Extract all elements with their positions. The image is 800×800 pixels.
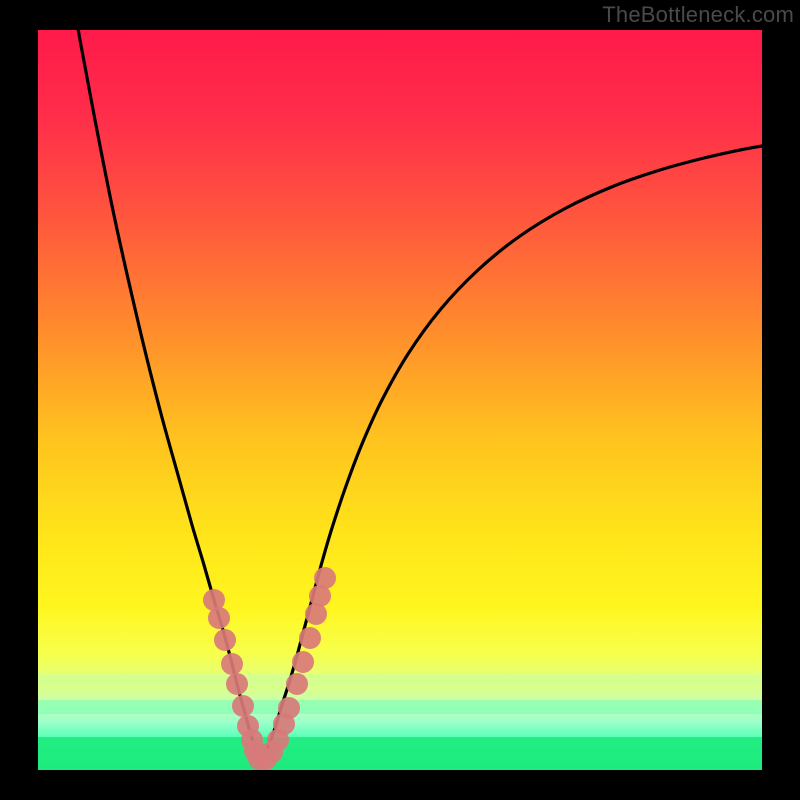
bottleneck-curve-right — [262, 146, 762, 760]
data-marker — [292, 651, 314, 673]
data-marker — [286, 673, 308, 695]
data-marker — [278, 697, 300, 719]
data-marker — [226, 673, 248, 695]
data-marker — [314, 567, 336, 589]
data-marker — [299, 627, 321, 649]
watermark-text: TheBottleneck.com — [602, 2, 794, 28]
frame-bottom — [0, 770, 800, 800]
frame-left — [0, 0, 38, 800]
curve-svg-layer — [38, 30, 762, 770]
bottleneck-curve-left — [73, 30, 260, 760]
marker-cluster — [203, 567, 336, 770]
data-marker — [221, 653, 243, 675]
frame-right — [762, 0, 800, 800]
data-marker — [214, 629, 236, 651]
data-marker — [232, 695, 254, 717]
plot-area — [38, 30, 762, 770]
data-marker — [208, 607, 230, 629]
